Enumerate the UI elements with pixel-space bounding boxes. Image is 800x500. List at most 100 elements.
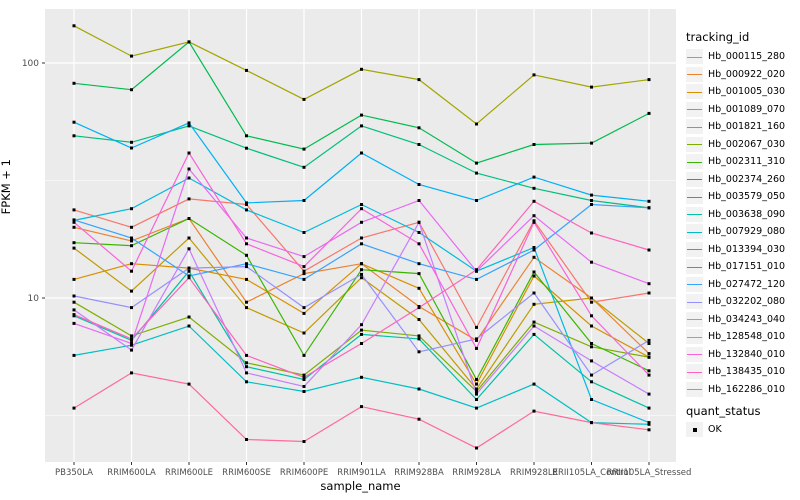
data-point <box>417 199 421 202</box>
legend-tracking-items: Hb_000115_280 Hb_000922_020 Hb_001005_030 H… <box>686 48 785 398</box>
data-point <box>245 201 248 205</box>
legend-item-Hb_002311_310: Hb_002311_310 <box>686 153 785 171</box>
legend-item-Hb_001005_030: Hb_001005_030 <box>686 83 785 101</box>
data-point <box>72 120 76 124</box>
data-point <box>590 296 593 300</box>
data-point <box>245 306 248 310</box>
x-axis-title: sample_name <box>320 479 401 493</box>
data-point <box>417 417 421 421</box>
legend-quant-items: OK <box>686 421 722 439</box>
data-point <box>417 350 421 354</box>
data-point <box>532 246 536 249</box>
data-point <box>475 268 478 272</box>
data-point <box>72 406 76 410</box>
data-point <box>187 269 191 273</box>
data-point <box>245 277 248 281</box>
data-point <box>532 409 536 413</box>
legend-key-line-icon <box>686 311 703 327</box>
data-point <box>360 67 363 71</box>
data-point <box>245 262 248 266</box>
legend-key-line-icon <box>686 189 703 205</box>
data-point <box>360 262 363 266</box>
legend-key-line-icon <box>686 364 703 380</box>
data-point <box>475 387 478 391</box>
data-point <box>360 207 363 211</box>
data-point <box>532 302 536 306</box>
x-tick-label: RRIM928LA <box>452 468 501 478</box>
data-point <box>475 346 478 350</box>
data-point <box>360 220 363 224</box>
legend-item-Hb_138435_010: Hb_138435_010 <box>686 363 785 381</box>
legend-key-line-icon <box>686 171 703 187</box>
data-point <box>590 85 593 89</box>
data-point <box>130 306 133 310</box>
legend-item-label: Hb_027472_120 <box>708 278 786 290</box>
legend-item-label: Hb_000922_020 <box>708 68 786 80</box>
legend-item-label: Hb_007929_080 <box>708 226 786 238</box>
legend-item-Hb_013394_030: Hb_013394_030 <box>686 241 785 259</box>
legend-item-Hb_017151_010: Hb_017151_010 <box>686 258 785 276</box>
data-point <box>187 124 191 128</box>
data-point <box>590 141 593 145</box>
data-point <box>302 97 306 101</box>
data-point <box>532 73 536 77</box>
legend-item-label: Hb_017151_010 <box>708 261 786 273</box>
legend-item-label: Hb_128548_010 <box>708 331 786 343</box>
legend-line-swatch <box>687 231 702 233</box>
data-point <box>647 248 651 252</box>
legend-item-Hb_001821_160: Hb_001821_160 <box>686 118 785 136</box>
data-point <box>590 421 593 425</box>
data-point <box>417 126 421 130</box>
legend-key-line-icon <box>686 154 703 170</box>
data-point <box>475 398 478 401</box>
data-point <box>130 342 133 345</box>
data-point <box>590 398 593 401</box>
legend-item-label: Hb_013394_030 <box>708 243 786 255</box>
data-point <box>360 203 363 206</box>
data-point <box>72 241 76 245</box>
data-point <box>130 244 133 248</box>
data-point <box>532 270 536 274</box>
data-point <box>647 206 651 210</box>
data-point <box>647 373 651 377</box>
data-point <box>302 378 306 381</box>
data-point <box>647 342 651 345</box>
data-point <box>130 225 133 229</box>
legend-title-tracking-id: tracking_id <box>686 30 750 44</box>
data-point <box>245 265 248 269</box>
data-point <box>417 242 421 246</box>
y-tick-label: 100 <box>22 59 39 69</box>
y-axis-title: FPKM + 1 <box>0 159 13 215</box>
data-point <box>590 359 593 363</box>
legend-key-line-icon <box>686 329 703 345</box>
legend-key-line-icon <box>686 49 703 65</box>
data-point <box>245 203 248 206</box>
legend-item-quant-OK: OK <box>686 421 722 439</box>
data-point <box>417 143 421 146</box>
data-point <box>187 167 191 171</box>
black-square-point-icon <box>692 427 697 432</box>
data-point <box>417 78 421 82</box>
data-point <box>302 277 306 281</box>
panel-background <box>45 9 676 462</box>
x-tick-label: RRIM928BA <box>394 468 444 478</box>
data-point <box>360 342 363 345</box>
data-point <box>532 214 536 218</box>
legend-item-label: Hb_003638_090 <box>708 208 786 220</box>
legend-line-swatch <box>687 56 702 58</box>
data-point <box>647 282 651 286</box>
data-point <box>302 306 306 310</box>
legend-line-swatch <box>687 179 702 181</box>
data-point <box>532 320 536 324</box>
legend-key-line-icon <box>686 241 703 257</box>
legend: tracking_id Hb_000115_280 Hb_000922_020 Hb… <box>686 0 800 500</box>
data-point <box>187 324 191 328</box>
legend-key-line-icon <box>686 259 703 275</box>
legend-key-line-icon <box>686 276 703 292</box>
legend-line-swatch <box>687 389 702 391</box>
data-point <box>647 369 651 373</box>
data-point <box>475 392 478 396</box>
data-point <box>72 81 76 85</box>
legend-key-line-icon <box>686 101 703 117</box>
data-point <box>647 406 651 410</box>
